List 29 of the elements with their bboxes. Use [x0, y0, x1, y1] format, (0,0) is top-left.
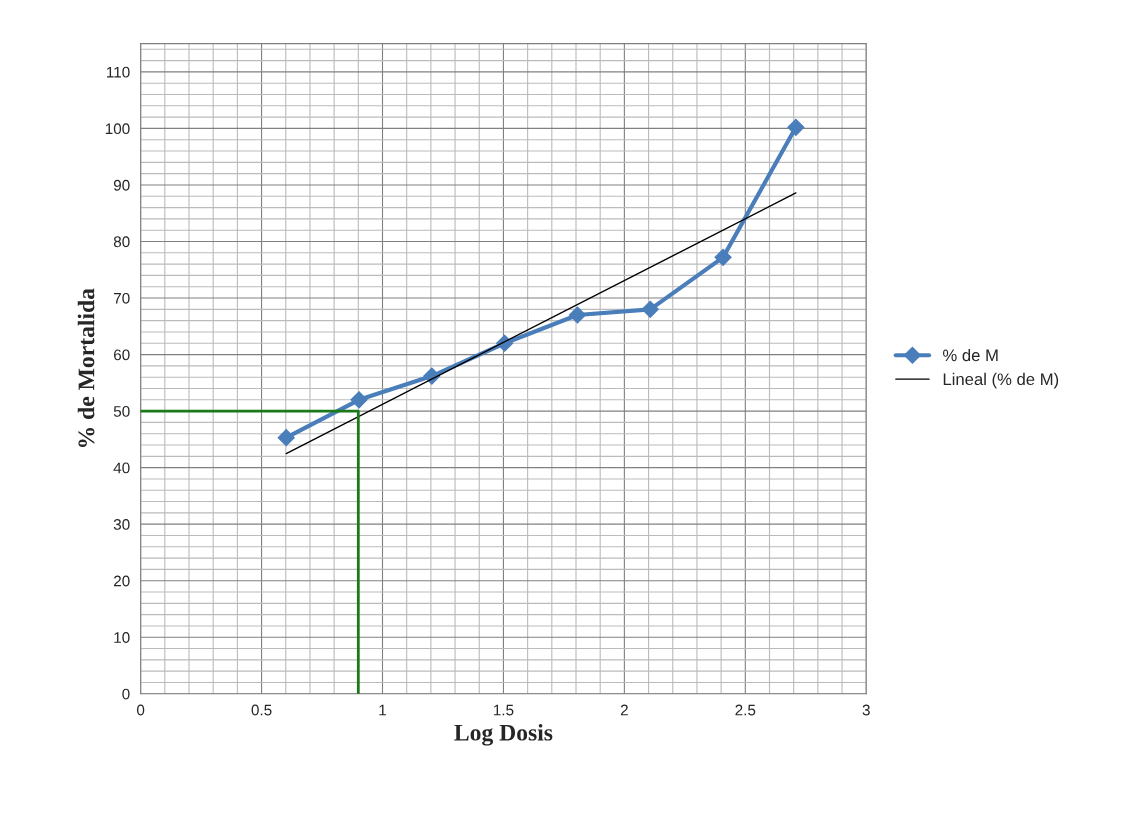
x-tick-label: 1.5 [493, 704, 514, 716]
x-tick-label: 1 [379, 704, 386, 716]
x-tick-label: 0.5 [251, 704, 272, 716]
y-tick-label: 110 [107, 66, 130, 78]
x-axis-title: Log Dosis [454, 724, 553, 746]
y-tick-label: 0 [122, 688, 130, 700]
y-tick-label: 10 [114, 632, 130, 643]
y-tick-label: 90 [113, 179, 130, 191]
y-tick-label: 80 [113, 236, 130, 248]
y-tick-label: 70 [114, 292, 130, 304]
point [568, 306, 587, 324]
x-tick-label: 2.5 [735, 704, 756, 716]
x-tick-label: 0 [136, 704, 145, 716]
y-tick-label: 60 [113, 349, 130, 361]
point [350, 391, 368, 409]
point [714, 248, 732, 266]
x-tick-label: 2 [620, 704, 628, 716]
y-tick-label: 20 [113, 575, 130, 587]
y-tick-label: 50 [113, 405, 130, 417]
x-tick-label: 3 [862, 704, 870, 716]
y-tick-label: 30 [113, 519, 130, 530]
y-tick-label: 40 [113, 462, 130, 474]
y-axis-title: % de Mortalida [77, 288, 95, 447]
legend-label: Lineal (% de M) [943, 372, 1059, 389]
point [277, 429, 295, 447]
y-tick-label: 100 [105, 123, 130, 135]
point [787, 118, 805, 136]
legend-label: % de M [943, 349, 998, 362]
point [641, 300, 659, 318]
